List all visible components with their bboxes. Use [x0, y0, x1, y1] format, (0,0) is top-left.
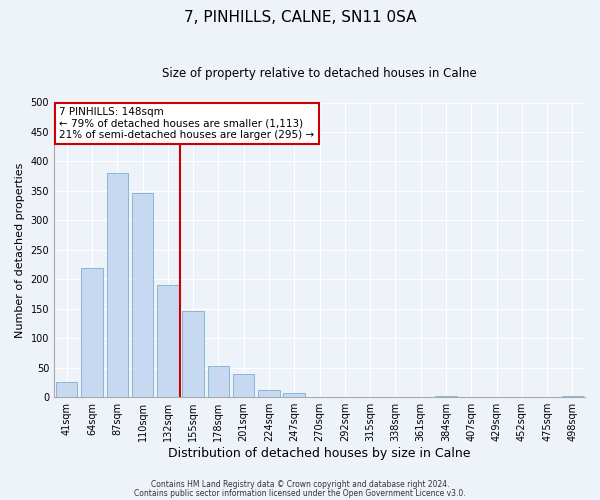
X-axis label: Distribution of detached houses by size in Calne: Distribution of detached houses by size … — [168, 447, 471, 460]
Text: 7, PINHILLS, CALNE, SN11 0SA: 7, PINHILLS, CALNE, SN11 0SA — [184, 10, 416, 25]
Bar — [56, 382, 77, 397]
Title: Size of property relative to detached houses in Calne: Size of property relative to detached ho… — [162, 68, 477, 80]
Bar — [258, 390, 280, 397]
Bar — [182, 310, 204, 397]
Bar — [435, 396, 457, 397]
Bar — [157, 285, 179, 397]
Bar — [233, 374, 254, 397]
Bar — [132, 192, 153, 397]
Bar — [562, 396, 583, 397]
Bar — [208, 366, 229, 397]
Bar — [107, 173, 128, 397]
Text: 7 PINHILLS: 148sqm
← 79% of detached houses are smaller (1,113)
21% of semi-deta: 7 PINHILLS: 148sqm ← 79% of detached hou… — [59, 107, 314, 140]
Text: Contains public sector information licensed under the Open Government Licence v3: Contains public sector information licen… — [134, 488, 466, 498]
Bar — [81, 268, 103, 397]
Text: Contains HM Land Registry data © Crown copyright and database right 2024.: Contains HM Land Registry data © Crown c… — [151, 480, 449, 489]
Y-axis label: Number of detached properties: Number of detached properties — [15, 162, 25, 338]
Bar — [283, 393, 305, 397]
